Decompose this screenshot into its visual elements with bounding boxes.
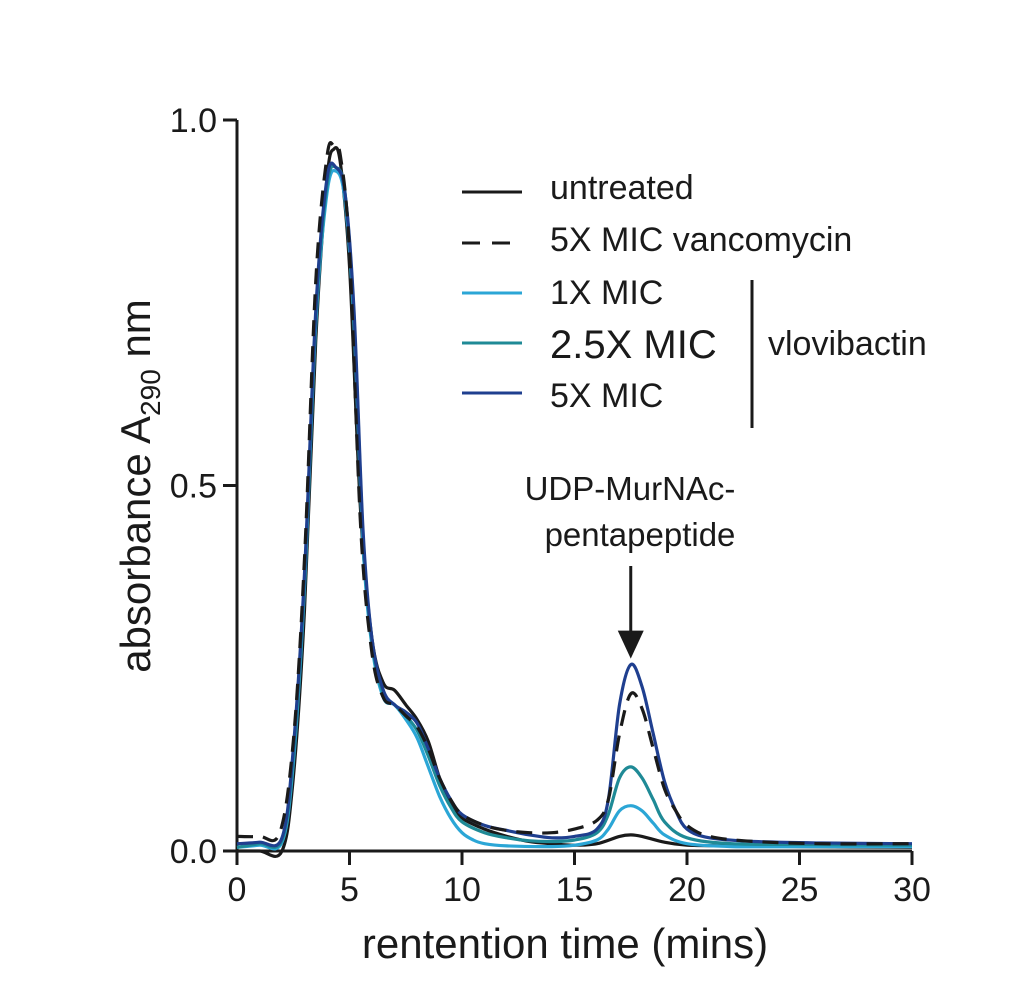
y-axis: 0.0 0.5 1.0 [170, 102, 239, 871]
legend-group-label: vlovibactin [768, 325, 927, 363]
legend-entry-untreated: untreated [462, 169, 694, 207]
legend-entry-1x-mic: 1X MIC [462, 274, 663, 312]
x-tick-label-10: 10 [443, 871, 481, 909]
y-axis-title: absorbance A290 nm [112, 299, 166, 673]
x-tick-label-30: 30 [893, 871, 931, 909]
series-line-5x-mic-vancomycin [236, 141, 913, 846]
y-tick-label-0.5: 0.5 [170, 468, 217, 506]
x-tick-label-25: 25 [781, 871, 819, 909]
y-axis-title-subscript: 290 [135, 369, 166, 416]
x-ticks: 0 5 10 15 20 25 30 [228, 851, 931, 909]
series-layer [236, 141, 913, 858]
annotation-arrow-head [617, 630, 644, 659]
series-line-1x-mic [236, 168, 912, 851]
x-axis: 0 5 10 15 20 25 30 [228, 849, 931, 909]
x-tick-label-20: 20 [668, 871, 706, 909]
y-ticks: 0.0 0.5 1.0 [170, 102, 237, 871]
x-axis-title: rentention time (mins) [362, 920, 768, 967]
legend-entry-2-5x-mic: 2.5X MIC [462, 323, 717, 367]
y-tick-label-0.0: 0.0 [170, 833, 217, 871]
peak-annotation: UDP-MurNAc- pentapeptide [525, 470, 736, 659]
y-tick-label-1.0: 1.0 [170, 102, 217, 140]
legend-label-1x-mic: 1X MIC [550, 274, 663, 312]
legend-entry-5x-mic: 5X MIC [462, 377, 663, 415]
legend-label-5x-mic-vancomycin: 5X MIC vancomycin [550, 221, 852, 259]
x-tick-label-15: 15 [556, 871, 594, 909]
annotation-line-2: pentapeptide [545, 516, 736, 553]
x-tick-label-5: 5 [340, 871, 359, 909]
annotation-line-1: UDP-MurNAc- [525, 470, 736, 507]
y-axis-title-unit: nm [112, 299, 159, 369]
legend: untreated 5X MIC vancomycin 1X MIC 2.5X … [462, 169, 927, 428]
legend-label-2-5x-mic: 2.5X MIC [550, 323, 717, 367]
x-tick-label-0: 0 [228, 871, 247, 909]
legend-label-5x-mic: 5X MIC [550, 377, 663, 415]
legend-label-untreated: untreated [550, 169, 694, 207]
y-axis-title-main: absorbance A [112, 416, 159, 673]
legend-entry-5x-mic-vancomycin: 5X MIC vancomycin [462, 221, 852, 259]
